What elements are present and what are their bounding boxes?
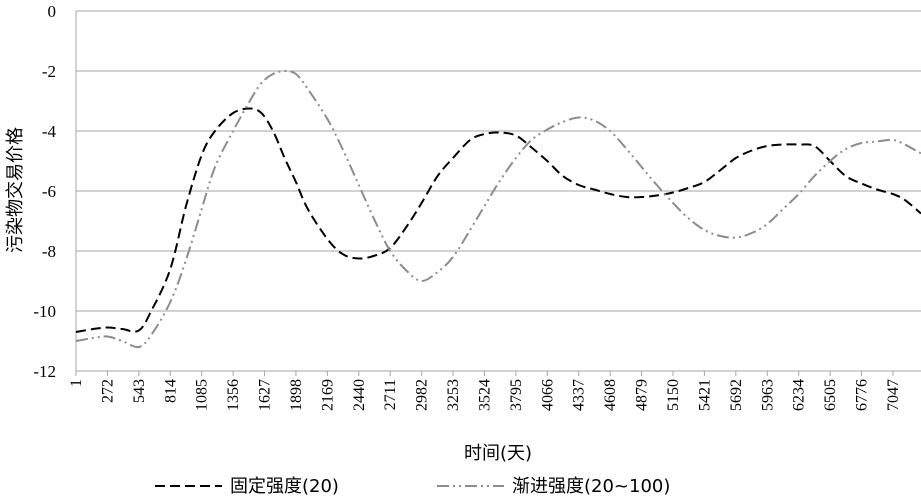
x-tick-label: 7047: [885, 379, 902, 411]
series-line-gradual-intensity: [75, 69, 921, 349]
y-tick-label: -4: [42, 122, 57, 141]
x-tick-label: 543: [131, 379, 148, 403]
x-axis: 1 272 543 814 1085 1356 1627 1898 2169 2440 2711 29…: [68, 11, 902, 411]
x-tick-label: 3253: [445, 379, 462, 411]
x-tick-label: 1: [68, 379, 85, 387]
x-tick-label: 4879: [634, 379, 651, 411]
x-tick-label: 2982: [414, 379, 431, 411]
y-tick-label: -12: [33, 362, 56, 381]
x-tick-label: 1627: [257, 379, 274, 411]
x-tick-label: 1898: [288, 379, 305, 411]
x-tick-label: 6234: [791, 379, 808, 411]
y-tick-label: -2: [42, 62, 56, 81]
x-tick-label: 2711: [382, 379, 399, 410]
x-tick-label: 5692: [728, 379, 745, 411]
y-tick-label: -10: [33, 302, 56, 321]
legend: 固定强度(20) 渐进强度(20~100): [155, 476, 670, 497]
x-tick-label: 4608: [602, 379, 619, 411]
x-tick-label: 2440: [351, 379, 368, 411]
x-tick-label: 4337: [571, 379, 588, 411]
x-tick-label: 5150: [665, 379, 682, 411]
y-tick-label: -8: [42, 242, 56, 261]
legend-label-fixed: 固定强度(20): [230, 476, 339, 497]
legend-label-gradual: 渐进强度(20~100): [512, 476, 670, 497]
x-tick-label: 272: [99, 379, 116, 403]
x-tick-label: 1356: [225, 379, 242, 411]
x-axis-title: 时间(天): [464, 443, 532, 464]
y-axis-title: 污染物交易价格: [5, 127, 26, 253]
x-tick-label: 2169: [319, 379, 336, 411]
x-tick-label: 5421: [696, 379, 713, 411]
gridlines: [76, 10, 921, 372]
x-tick-label: 6505: [822, 379, 839, 411]
x-tick-label: 4066: [539, 379, 556, 411]
x-tick-label: 1085: [194, 379, 211, 411]
x-tick-label: 5963: [759, 379, 776, 411]
x-tick-label: 814: [162, 379, 179, 403]
series-lines: [75, 69, 921, 349]
series-line-fixed-intensity: [75, 107, 921, 333]
y-tick-label: -6: [42, 182, 56, 201]
x-tick-label: 6776: [854, 379, 871, 411]
x-tick-label: 3795: [508, 379, 525, 411]
y-tick-label: 0: [48, 2, 57, 21]
x-tick-label: 3524: [476, 379, 493, 411]
y-axis-ticks: 0 -2 -4 -6 -8 -10 -12: [33, 2, 56, 381]
